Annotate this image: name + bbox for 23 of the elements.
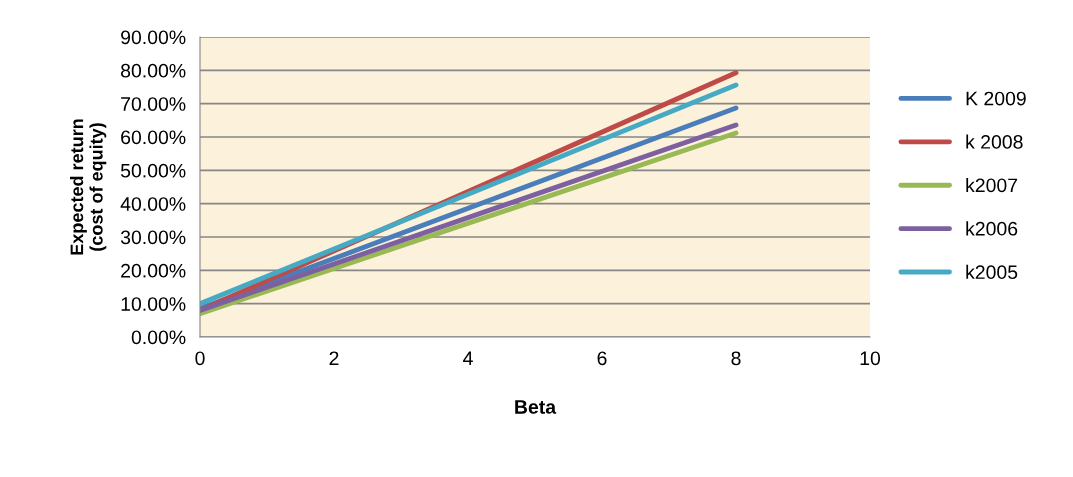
y-tick-label: 90.00% xyxy=(121,30,186,45)
x-tick-label: 6 xyxy=(597,351,607,366)
x-tick-label: 0 xyxy=(195,351,205,366)
x-axis-title: Beta xyxy=(515,400,557,414)
legend-label: K 2009 xyxy=(966,91,1026,106)
x-tick-label: 8 xyxy=(731,351,741,366)
y-axis-title: Expected return (cost of equity) xyxy=(70,119,107,255)
y-tick-label: 20.00% xyxy=(121,263,186,278)
legend-label: k2007 xyxy=(966,177,1018,193)
y-tick-label: 70.00% xyxy=(121,97,186,111)
x-tick-label: 10 xyxy=(860,351,881,366)
legend-label: k2005 xyxy=(966,264,1018,280)
y-tick-label: 10.00% xyxy=(121,297,186,311)
y-tick-label: 40.00% xyxy=(120,197,186,211)
y-tick-label: 0.00% xyxy=(131,330,186,345)
y-tick-label: 80.00% xyxy=(121,63,186,78)
legend-label: k 2008 xyxy=(966,134,1023,149)
y-tick-label: 50.00% xyxy=(120,163,186,178)
x-tick-label: 4 xyxy=(463,351,473,365)
x-tick-label: 2 xyxy=(329,351,339,365)
legend-label: k2006 xyxy=(966,221,1018,236)
y-tick-label: 60.00% xyxy=(121,130,186,145)
y-tick-label: 30.00% xyxy=(120,230,186,245)
